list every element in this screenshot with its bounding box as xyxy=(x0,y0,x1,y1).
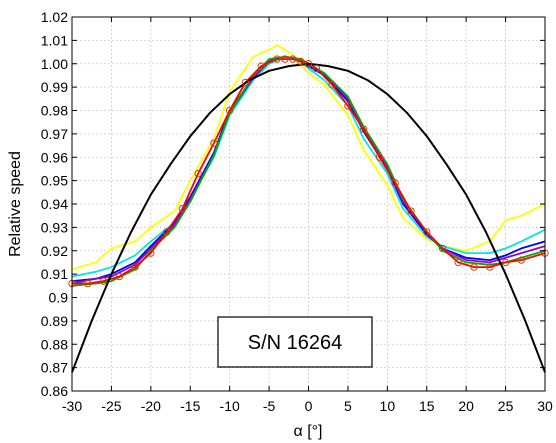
y-tick-label: 1.02 xyxy=(41,9,68,25)
data-point xyxy=(99,277,108,285)
data-point xyxy=(225,106,234,115)
data-point xyxy=(328,81,336,89)
data-point xyxy=(84,279,92,288)
y-tick-label: 0.93 xyxy=(41,219,68,235)
data-point xyxy=(241,78,250,87)
data-point xyxy=(281,55,289,63)
data-point xyxy=(273,55,281,63)
y-tick-label: 0.97 xyxy=(41,126,68,142)
y-tick-label: 0.91 xyxy=(41,266,68,282)
y-tick-label: 0.9 xyxy=(49,290,69,306)
x-tick-label: 20 xyxy=(458,398,474,414)
data-point xyxy=(257,62,265,70)
y-tick-label: 0.98 xyxy=(41,103,68,119)
x-tick-label: -5 xyxy=(263,398,276,414)
y-axis-label: Relative speed xyxy=(7,151,24,257)
x-tick-label: 15 xyxy=(419,398,435,414)
series-line xyxy=(71,62,546,373)
data-point xyxy=(470,263,478,271)
data-point xyxy=(115,272,124,281)
annotation-box: S/N 16264 xyxy=(217,316,373,368)
data-point xyxy=(131,263,139,271)
series-group xyxy=(71,44,546,373)
y-tick-label: 1.00 xyxy=(41,56,68,72)
ticks: -30 -25 -20 -15 -10 -5 0 5 10 15 20 25 30 0.86 0.87 0.8… xyxy=(41,9,553,414)
y-tick-label: 0.89 xyxy=(41,313,68,329)
y-tick-label: 0.96 xyxy=(41,149,68,165)
data-point xyxy=(194,169,202,178)
data-point xyxy=(359,125,368,133)
y-tick-label: 0.99 xyxy=(41,79,68,95)
annotation-text: S/N 16264 xyxy=(248,332,343,354)
x-tick-label: -10 xyxy=(220,398,240,414)
x-tick-label: -25 xyxy=(101,398,121,414)
y-tick-label: 0.88 xyxy=(41,336,68,352)
x-tick-label: 10 xyxy=(380,398,396,414)
data-point xyxy=(375,153,384,161)
data-point xyxy=(162,228,171,236)
x-tick-label: 5 xyxy=(344,398,352,414)
data-point xyxy=(147,249,155,257)
data-point xyxy=(289,55,297,63)
data-point xyxy=(438,244,447,253)
data-point xyxy=(296,57,305,66)
y-tick-label: 0.87 xyxy=(41,360,68,376)
series-line xyxy=(72,58,546,285)
y-tick-label: 0.95 xyxy=(41,173,68,189)
y-tick-label: 0.94 xyxy=(41,196,68,212)
marker-group xyxy=(68,55,549,288)
x-tick-label: -15 xyxy=(180,398,200,414)
data-point xyxy=(312,64,321,73)
x-axis-label: α [°] xyxy=(294,423,323,440)
data-point xyxy=(210,139,218,147)
data-point xyxy=(423,228,431,236)
x-tick-label: 25 xyxy=(498,398,514,414)
y-tick-label: 0.92 xyxy=(41,243,68,259)
data-point xyxy=(454,258,462,267)
data-point xyxy=(344,102,352,110)
data-point xyxy=(391,179,399,187)
x-tick-label: 30 xyxy=(537,398,553,414)
x-tick-label: -30 xyxy=(62,398,82,414)
y-tick-label: 0.86 xyxy=(41,383,68,399)
x-tick-label: 0 xyxy=(305,398,313,414)
y-tick-label: 1.01 xyxy=(41,32,68,48)
data-point xyxy=(501,258,510,267)
data-point xyxy=(178,204,187,213)
data-point xyxy=(407,207,415,215)
data-point xyxy=(486,263,494,271)
data-point xyxy=(517,256,526,264)
x-tick-label: -20 xyxy=(141,398,161,414)
data-point xyxy=(304,60,313,68)
